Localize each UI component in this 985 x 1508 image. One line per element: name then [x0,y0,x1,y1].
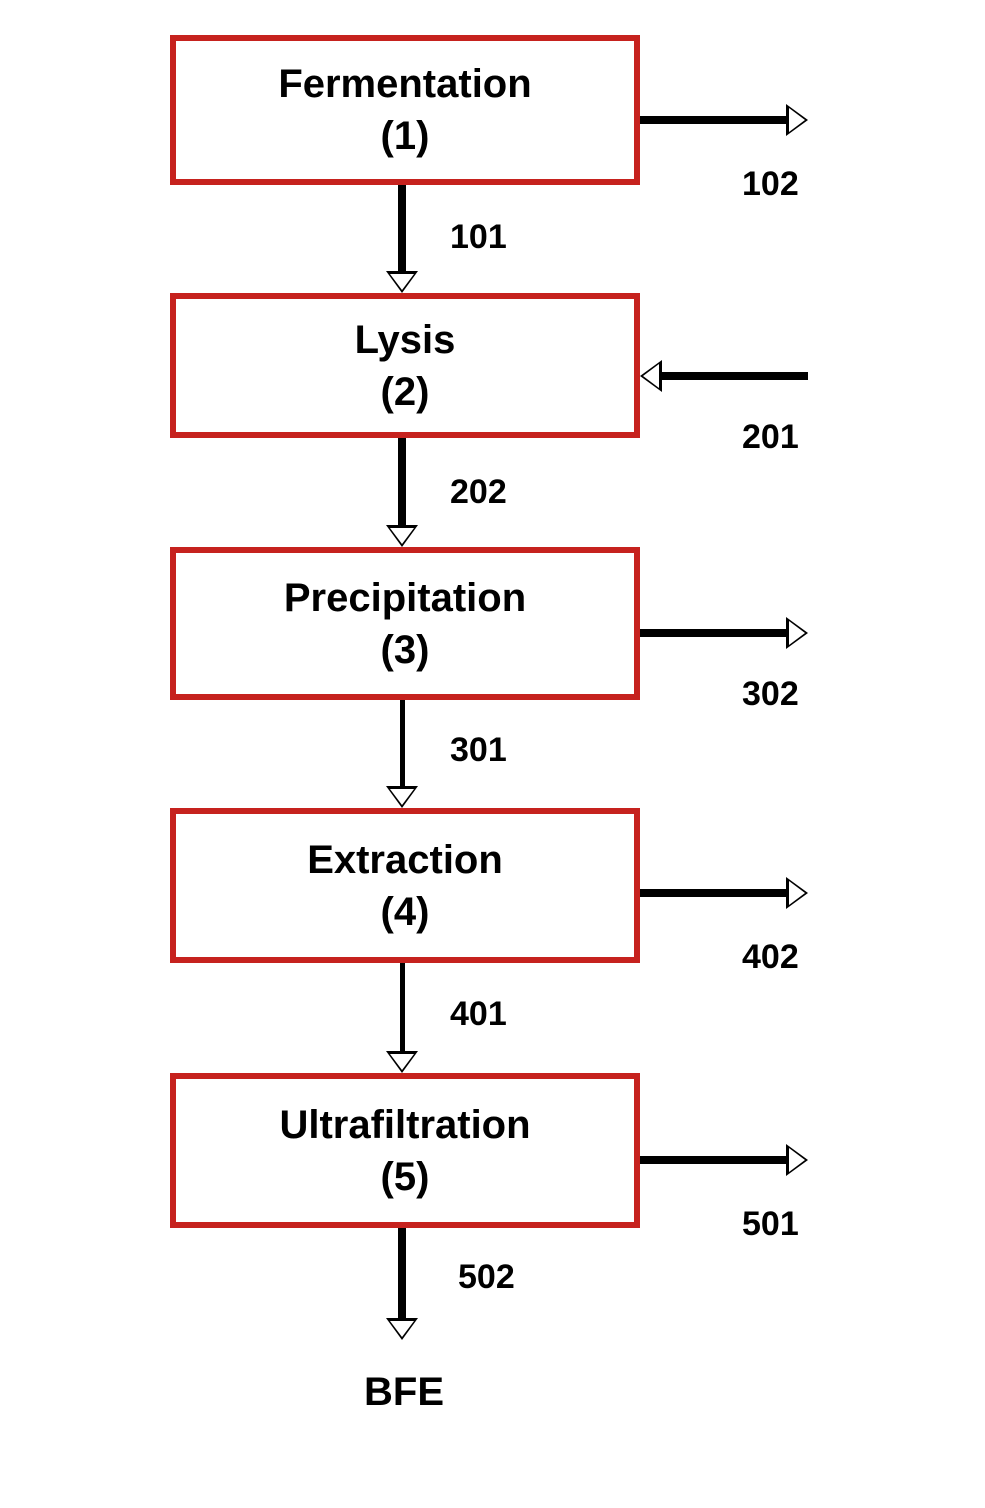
arrow-line [398,1228,406,1320]
edge-label-101: 101 [450,218,507,257]
arrow-line [640,629,788,637]
arrow-head-fill [390,274,414,290]
process-subtitle: (5) [381,1151,430,1203]
vertical-arrow-401 [386,963,418,1073]
arrow-line [640,116,788,124]
edge-label-102: 102 [742,165,799,204]
process-title: Extraction [307,834,503,886]
output-label: BFE [364,1370,444,1415]
side-arrow-102 [640,104,808,136]
vertical-arrow-101 [386,185,418,293]
process-box-4: Extraction(4) [170,808,640,963]
arrow-head-fill [643,364,659,388]
arrow-head-fill [390,528,414,544]
vertical-arrow-301 [386,700,418,808]
arrow-head-fill [789,881,805,905]
process-title: Fermentation [278,58,531,110]
arrow-line [660,372,808,380]
edge-label-301: 301 [450,731,507,770]
vertical-arrow-502 [386,1228,418,1340]
edge-label-202: 202 [450,473,507,512]
arrow-line [400,700,405,788]
vertical-arrow-202 [386,438,418,547]
edge-label-302: 302 [742,675,799,714]
arrow-head-fill [390,1321,414,1337]
arrow-head-fill [789,108,805,132]
process-subtitle: (4) [381,886,430,938]
edge-label-402: 402 [742,938,799,977]
flowchart-container: Fermentation(1) Lysis(2) Precipitation(3) E… [0,0,985,1508]
edge-label-501: 501 [742,1205,799,1244]
process-title: Precipitation [284,572,526,624]
edge-label-201: 201 [742,418,799,457]
process-subtitle: (1) [381,110,430,162]
process-subtitle: (3) [381,624,430,676]
arrow-line [398,185,406,273]
arrow-line [398,438,406,527]
arrow-line [400,963,405,1053]
arrow-head-fill [789,1148,805,1172]
side-arrow-201 [640,360,808,392]
edge-label-401: 401 [450,995,507,1034]
arrow-line [640,1156,788,1164]
process-title: Ultrafiltration [279,1099,530,1151]
side-arrow-501 [640,1144,808,1176]
arrow-head-fill [390,789,414,805]
arrow-head-fill [390,1054,414,1070]
arrow-line [640,889,788,897]
side-arrow-402 [640,877,808,909]
process-box-3: Precipitation(3) [170,547,640,700]
process-title: Lysis [355,314,456,366]
process-box-1: Fermentation(1) [170,35,640,185]
arrow-head-fill [789,621,805,645]
process-subtitle: (2) [381,366,430,418]
edge-label-502: 502 [458,1258,515,1297]
side-arrow-302 [640,617,808,649]
process-box-5: Ultrafiltration(5) [170,1073,640,1228]
process-box-2: Lysis(2) [170,293,640,438]
